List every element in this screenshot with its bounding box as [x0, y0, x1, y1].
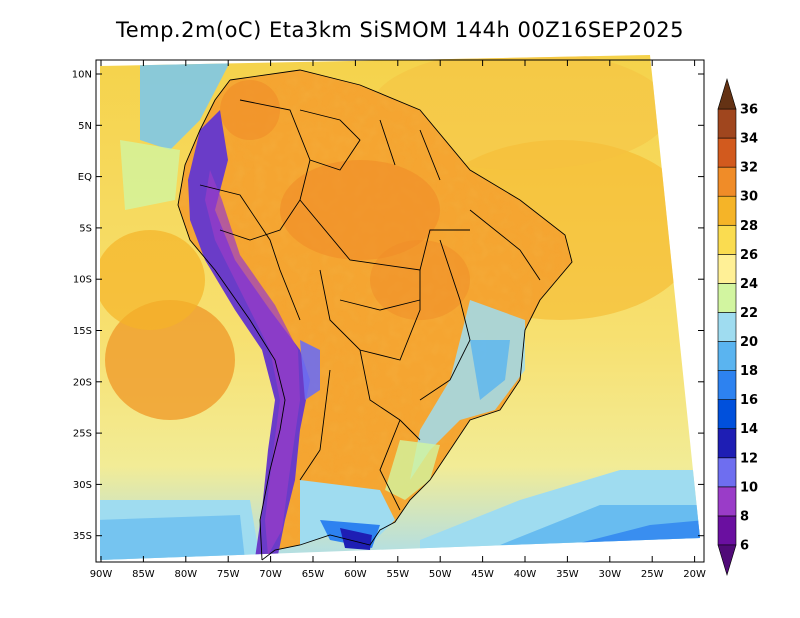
lon-tick-label: 30W	[598, 569, 621, 580]
colorbar-label: 26	[740, 248, 758, 263]
lon-tick-label: 25W	[641, 569, 664, 580]
colorbar-bin	[717, 486, 737, 517]
colorbar-bin	[717, 224, 737, 255]
lat-tick-label: 10S	[73, 275, 92, 286]
colorbar-bin	[717, 370, 737, 400]
longitude-axis: 90W 85W 80W 75W 70W 65W 60W 55W 50W 45W 40W 35W 30W 2…	[90, 60, 706, 580]
lon-tick-label: 60W	[344, 569, 367, 580]
colorbar-label: 14	[740, 422, 758, 437]
colorbar-label: 6	[740, 539, 749, 554]
colorbar-label: 34	[740, 132, 758, 147]
colorbar-bin	[717, 515, 737, 546]
temperature-field	[100, 55, 700, 560]
colorbar-bin	[717, 283, 737, 313]
lon-tick-label: 80W	[174, 569, 197, 580]
colorbar-label: 8	[740, 509, 749, 524]
lat-tick-label: 5N	[78, 121, 92, 132]
lon-tick-label: 40W	[514, 569, 537, 580]
map-title: Temp.2m(oC) Eta3km SiSMOM 144h 00Z16SEP2…	[115, 18, 685, 42]
lat-tick-label: EQ	[78, 172, 92, 183]
colorbar-label: 24	[740, 277, 758, 292]
lon-tick-label: 75W	[217, 569, 240, 580]
colorbar-label: 36	[740, 103, 758, 118]
colorbar-bin	[717, 457, 737, 488]
colorbar: 6 8 10 12 14 16 18 20 22 24 26 28 30 32 34 36	[717, 77, 758, 577]
colorbar-bin	[717, 428, 737, 459]
lon-tick-label: 35W	[556, 569, 579, 580]
colorbar-label: 32	[740, 161, 758, 176]
colorbar-label: 16	[740, 393, 758, 408]
lon-tick-label: 45W	[471, 569, 494, 580]
lat-tick-label: 20S	[73, 377, 92, 388]
lon-tick-label: 90W	[90, 569, 113, 580]
colorbar-bin	[717, 108, 737, 139]
lon-tick-label: 70W	[259, 569, 282, 580]
lat-tick-label: 25S	[73, 429, 92, 440]
colorbar-label: 22	[740, 306, 758, 321]
colorbar-label: 30	[740, 190, 758, 205]
colorbar-bin	[717, 195, 737, 226]
lon-tick-label: 20W	[683, 569, 706, 580]
lat-tick-label: 35S	[73, 531, 92, 542]
colorbar-over-triangle	[717, 77, 737, 110]
colorbar-label: 28	[740, 219, 758, 234]
colorbar-bin	[717, 399, 737, 430]
colorbar-bin	[717, 137, 737, 168]
lat-tick-label: 5S	[79, 223, 92, 234]
colorbar-bin	[717, 312, 737, 342]
lat-tick-label: 30S	[73, 480, 92, 491]
lon-tick-label: 50W	[429, 569, 452, 580]
lat-tick-label: 15S	[73, 326, 92, 337]
colorbar-label: 12	[740, 451, 758, 466]
lat-tick-label: 10N	[72, 70, 92, 81]
colorbar-bin	[717, 341, 737, 371]
colorbar-under-triangle	[717, 544, 737, 577]
latitude-axis: 10N 5N EQ 5S 10S 15S 20S 25S 30S 35S	[72, 70, 704, 542]
colorbar-label: 20	[740, 335, 758, 350]
colorbar-bin	[717, 254, 737, 284]
lon-tick-label: 85W	[132, 569, 155, 580]
country-boundaries	[177, 69, 573, 561]
lon-tick-label: 55W	[386, 569, 409, 580]
map-frame	[95, 59, 705, 563]
colorbar-label: 10	[740, 480, 758, 495]
colorbar-label: 18	[740, 364, 758, 379]
colorbar-bin	[717, 166, 737, 197]
lon-tick-label: 65W	[302, 569, 325, 580]
